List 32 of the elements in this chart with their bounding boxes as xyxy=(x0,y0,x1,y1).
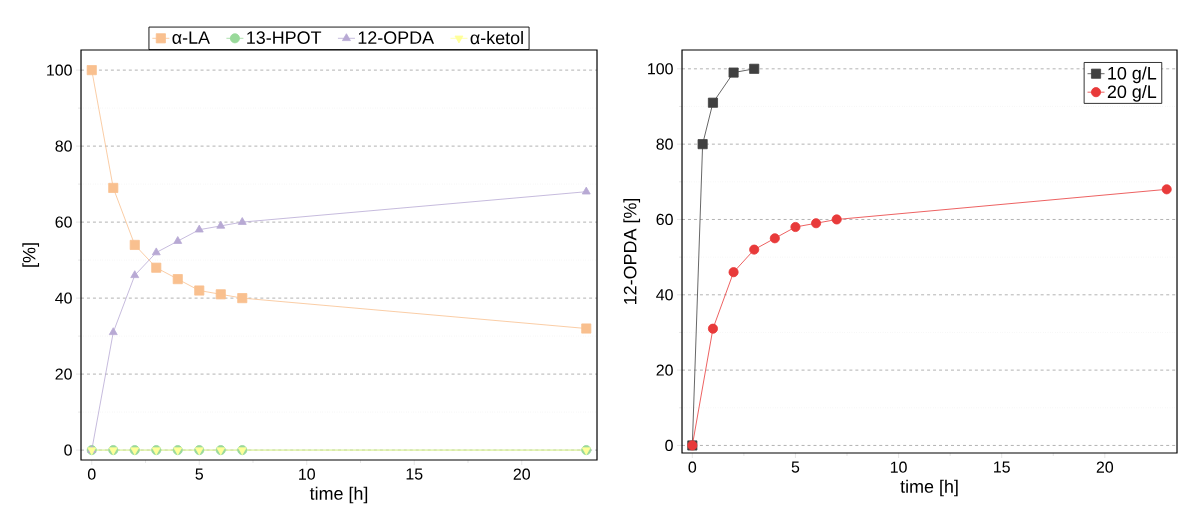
y-tick-label: 0 xyxy=(64,444,72,456)
x-tick-label: 15 xyxy=(994,461,1010,473)
legend-label: α-ketol xyxy=(470,31,523,45)
y-tick-label: 20 xyxy=(656,364,673,376)
y-tick-label: 40 xyxy=(55,292,72,304)
x-axis-title: time [h] xyxy=(900,479,958,497)
y-tick-label: 20 xyxy=(55,368,72,380)
x-tick-label: 15 xyxy=(406,468,423,480)
y-tick-label: 0 xyxy=(665,439,673,452)
legend-label: 12-OPDA xyxy=(358,31,435,44)
x-tick-label: 10 xyxy=(299,468,315,480)
y-tick-label: 60 xyxy=(55,216,72,228)
x-tick-label: 0 xyxy=(87,468,96,480)
y-axis-title: [%] xyxy=(22,243,40,267)
x-tick-label: 20 xyxy=(1096,461,1114,473)
y-axis-title: 12-OPDA [%] xyxy=(623,198,641,304)
x-tick-label: 0 xyxy=(688,461,697,473)
y-tick-label: 80 xyxy=(656,138,673,150)
x-axis-title: time [h] xyxy=(309,486,368,504)
y-tick-label: 100 xyxy=(47,64,72,76)
legend-label: 10 g/L xyxy=(1108,66,1157,84)
legend-label: 20 g/L xyxy=(1107,84,1157,102)
x-tick-label: 5 xyxy=(195,468,204,480)
y-tick-label: 60 xyxy=(656,213,673,226)
legend-label: α-LA xyxy=(172,31,210,44)
y-tick-label: 100 xyxy=(648,63,673,75)
y-tick-label: 80 xyxy=(55,140,72,152)
x-tick-label: 10 xyxy=(890,461,907,473)
y-tick-label: 40 xyxy=(656,289,673,301)
legend-label: 13-HPOT xyxy=(247,31,322,44)
x-tick-label: 20 xyxy=(513,468,530,480)
x-tick-label: 5 xyxy=(791,461,800,473)
